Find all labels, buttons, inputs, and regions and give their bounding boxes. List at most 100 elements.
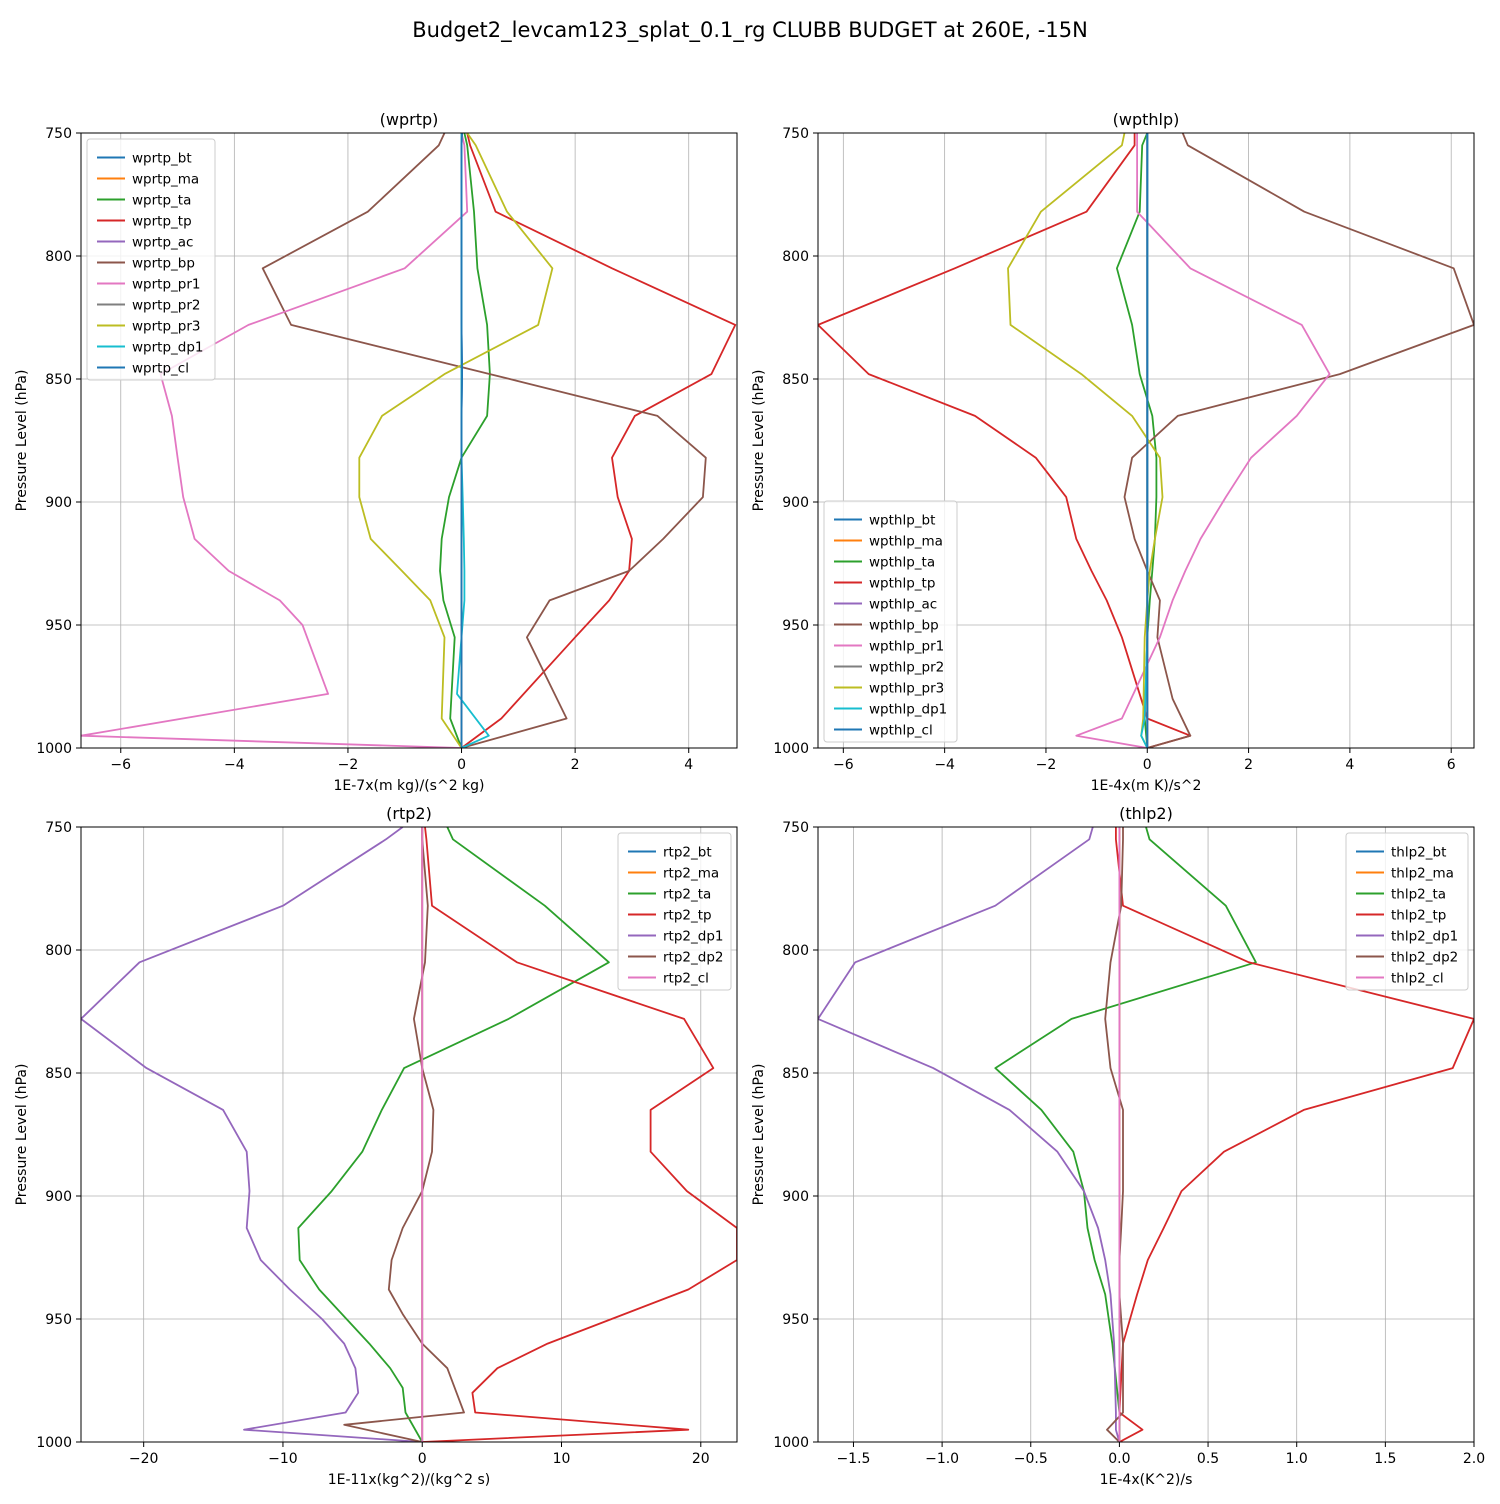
legend: wprtp_bt wprtp_ma wprtp_ta wprtp_tp wprtp_ac… xyxy=(86,138,216,381)
legend-label: wpthlp_ma xyxy=(869,534,943,550)
legend-label: thlp2_bt xyxy=(1391,845,1446,861)
legend-label: wprtp_pr1 xyxy=(132,277,200,293)
y-tick-label: 950 xyxy=(782,1312,809,1328)
series-line-wprtp_cl xyxy=(460,133,464,748)
panel-title: (wpthlp) xyxy=(1113,110,1180,129)
x-tick-label: 20 xyxy=(692,1451,710,1467)
legend: rtp2_bt rtp2_ma rtp2_ta rtp2_tp rtp2_dp1 rtp2… xyxy=(617,832,732,991)
panel-3: −1.5 −1.0 −0.5 0.0 0.5 1.0 1.5 2.0 750 800 850 900 9… xyxy=(751,804,1485,1488)
legend-label: wpthlp_tp xyxy=(869,576,935,592)
y-tick-label: 1000 xyxy=(36,1435,72,1451)
legend-label: thlp2_ma xyxy=(1391,866,1454,882)
x-axis-label: 1E-11x(kg^2)/(kg^2 s) xyxy=(328,1472,490,1488)
series-line-wprtp_ta xyxy=(439,133,491,748)
series-line-rtp2_dp1 xyxy=(81,827,423,1442)
y-tick-label: 1000 xyxy=(36,741,72,757)
series-line-wpthlp_pr1 xyxy=(1075,133,1331,748)
panel-0: −6 −4 −2 0 2 4 750 800 850 900 950 1000 (wprtp) 1E-7x… xyxy=(14,110,738,794)
x-axis-label: 1E-4x(m K)/s^2 xyxy=(1091,778,1202,794)
y-tick-label: 950 xyxy=(782,618,809,634)
series-line-rtp2_tp xyxy=(422,827,737,1442)
legend-label: wprtp_ac xyxy=(132,235,193,251)
legend-label: thlp2_ta xyxy=(1391,887,1446,903)
legend-label: rtp2_dp1 xyxy=(663,929,723,945)
series-group xyxy=(818,133,1474,748)
y-tick-label: 900 xyxy=(782,495,809,511)
plot-frame xyxy=(817,826,1475,1443)
x-tick-label: −2 xyxy=(338,757,359,773)
x-tick-label: −4 xyxy=(224,757,245,773)
panel-title: (rtp2) xyxy=(386,804,432,823)
series-line-thlp2_ta xyxy=(994,827,1257,1442)
panel-2: −20 −10 0 10 20 750 800 850 900 950 1000 (rtp2) 1E-1… xyxy=(14,804,738,1488)
series-line-wprtp_tp xyxy=(460,133,737,748)
y-tick-label: 800 xyxy=(45,943,72,959)
legend-label: wprtp_pr3 xyxy=(132,319,200,335)
series-line-wprtp_pr1 xyxy=(81,133,469,748)
y-tick-label: 900 xyxy=(45,495,72,511)
x-tick-label: 6 xyxy=(1447,757,1456,773)
legend-label: wpthlp_ta xyxy=(869,555,935,571)
y-axis-label: Pressure Level (hPa) xyxy=(751,1064,767,1206)
legend-label: wpthlp_bp xyxy=(869,618,939,634)
y-tick-label: 850 xyxy=(782,1066,809,1082)
legend-label: thlp2_dp2 xyxy=(1391,950,1458,966)
y-tick-label: 750 xyxy=(45,126,72,142)
y-tick-label: 950 xyxy=(45,618,72,634)
legend-label: thlp2_tp xyxy=(1391,908,1446,924)
y-tick-label: 750 xyxy=(45,820,72,836)
plot-frame xyxy=(80,826,738,1443)
legend-label: rtp2_cl xyxy=(663,971,709,987)
plot-frame xyxy=(80,132,738,749)
x-tick-label: 1.5 xyxy=(1374,1451,1396,1467)
legend: wpthlp_bt wpthlp_ma wpthlp_ta wpthlp_tpwpth… xyxy=(823,500,958,743)
y-tick-label: 850 xyxy=(45,372,72,388)
legend-label: rtp2_bt xyxy=(663,845,712,861)
plot-frame xyxy=(817,132,1475,749)
y-axis-label: Pressure Level (hPa) xyxy=(14,370,30,512)
legend-label: wprtp_bp xyxy=(132,256,195,272)
x-tick-label: −4 xyxy=(934,757,955,773)
x-axis-label: 1E-7x(m kg)/(s^2 kg) xyxy=(333,778,484,794)
y-tick-label: 850 xyxy=(782,372,809,388)
y-tick-label: 950 xyxy=(45,1312,72,1328)
series-line-wprtp_bp xyxy=(261,133,707,748)
x-tick-label: 2 xyxy=(1244,757,1253,773)
series-line-wprtp_pr3 xyxy=(358,133,554,748)
y-axis-label: Pressure Level (hPa) xyxy=(14,1064,30,1206)
y-tick-label: 800 xyxy=(782,943,809,959)
x-tick-label: 0.5 xyxy=(1197,1451,1219,1467)
x-tick-label: −0.5 xyxy=(1014,1451,1048,1467)
legend-label: rtp2_ta xyxy=(663,887,711,903)
x-tick-label: −2 xyxy=(1036,757,1057,773)
x-tick-label: −10 xyxy=(268,1451,298,1467)
x-tick-label: 10 xyxy=(553,1451,571,1467)
series-line-thlp2_dp1 xyxy=(818,827,1121,1442)
legend-label: rtp2_dp2 xyxy=(663,950,723,966)
series-group xyxy=(81,133,737,748)
y-tick-label: 800 xyxy=(782,249,809,265)
series-line-wpthlp_pr3 xyxy=(1007,133,1164,748)
series-line-thlp2_tp xyxy=(1115,827,1474,1442)
legend-label: thlp2_cl xyxy=(1391,971,1444,987)
series-line-thlp2_dp2 xyxy=(1104,827,1124,1442)
y-tick-label: 850 xyxy=(45,1066,72,1082)
x-tick-label: 4 xyxy=(684,757,693,773)
legend-label: rtp2_tp xyxy=(663,908,712,924)
x-tick-label: 4 xyxy=(1345,757,1354,773)
x-tick-label: 0.0 xyxy=(1108,1451,1130,1467)
figure-title: Budget2_levcam123_splat_0.1_rg CLUBB BUD… xyxy=(412,18,1088,43)
panel-1: −6 −4 −2 0 2 4 6 750 800 850 900 950 1000 (wpthlp) 1E-… xyxy=(751,110,1475,794)
panel-title: (wprtp) xyxy=(380,110,439,129)
y-tick-label: 900 xyxy=(45,1189,72,1205)
x-tick-label: −6 xyxy=(833,757,854,773)
legend-label: wprtp_dp1 xyxy=(132,340,204,356)
series-line-rtp2_ta xyxy=(297,827,610,1442)
legend-label: wpthlp_pr3 xyxy=(869,681,944,697)
y-tick-label: 750 xyxy=(782,126,809,142)
legend-label: wprtp_pr2 xyxy=(132,298,200,314)
y-axis-label: Pressure Level (hPa) xyxy=(751,370,767,512)
legend-label: thlp2_dp1 xyxy=(1391,929,1458,945)
